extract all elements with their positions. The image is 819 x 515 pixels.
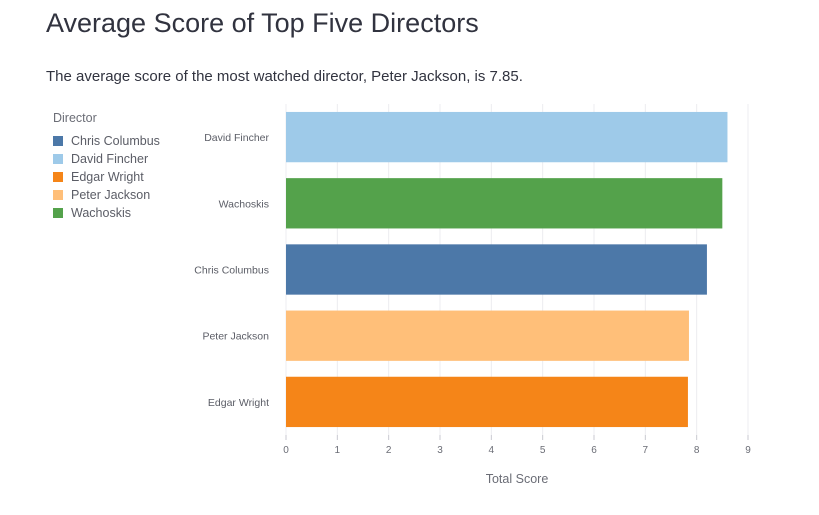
x-tick-label: 6 <box>591 445 597 456</box>
legend-swatch <box>53 154 63 164</box>
legend-label: David Fincher <box>71 152 149 166</box>
x-tick-label: 2 <box>386 445 392 456</box>
page-title: Average Score of Top Five Directors <box>46 8 479 38</box>
legend-swatch <box>53 190 63 200</box>
legend-swatch <box>53 208 63 218</box>
legend-item[interactable]: Edgar Wright <box>53 168 160 186</box>
legend-item[interactable]: David Fincher <box>53 150 160 168</box>
bar[interactable] <box>286 111 728 163</box>
y-axis-label: David Fincher <box>204 132 269 144</box>
legend-swatch <box>53 136 63 146</box>
legend-items: Chris Columbus David Fincher Edgar Wright P… <box>53 132 160 222</box>
chart-subtitle: The average score of the most watched di… <box>46 68 523 85</box>
bars <box>286 111 728 428</box>
legend-label: Wachoskis <box>71 206 131 220</box>
x-tick-label: 0 <box>283 445 289 456</box>
y-axis-label: Edgar Wright <box>208 397 269 409</box>
x-axis-title: Total Score <box>486 472 549 486</box>
x-tick-label: 5 <box>540 445 546 456</box>
legend-item[interactable]: Wachoskis <box>53 204 160 222</box>
x-tick-label: 3 <box>437 445 443 456</box>
bar[interactable] <box>286 178 723 229</box>
legend-item[interactable]: Peter Jackson <box>53 186 160 204</box>
bar[interactable] <box>286 376 688 428</box>
x-tick-label: 8 <box>694 445 700 456</box>
y-axis-label: Peter Jackson <box>202 331 269 343</box>
x-axis-ticks: 0 1 2 3 4 5 6 7 8 9 <box>283 435 751 456</box>
y-axis-label: Wachoskis <box>219 198 269 210</box>
legend: Director Chris Columbus David Fincher Edga… <box>53 111 160 222</box>
legend-label: Peter Jackson <box>71 188 151 202</box>
legend-item[interactable]: Chris Columbus <box>53 132 160 150</box>
legend-label: Edgar Wright <box>71 170 144 184</box>
bar[interactable] <box>286 310 689 361</box>
x-tick-label: 7 <box>643 445 649 456</box>
y-axis-label: Chris Columbus <box>194 265 269 277</box>
legend-title: Director <box>53 111 97 125</box>
y-axis-labels: David Fincher Wachoskis Chris Columbus Pete… <box>194 132 269 409</box>
x-tick-label: 1 <box>335 445 341 456</box>
x-tick-label: 9 <box>745 445 751 456</box>
legend-swatch <box>53 172 63 182</box>
legend-label: Chris Columbus <box>71 134 160 148</box>
bar[interactable] <box>286 244 707 295</box>
x-tick-label: 4 <box>489 445 495 456</box>
